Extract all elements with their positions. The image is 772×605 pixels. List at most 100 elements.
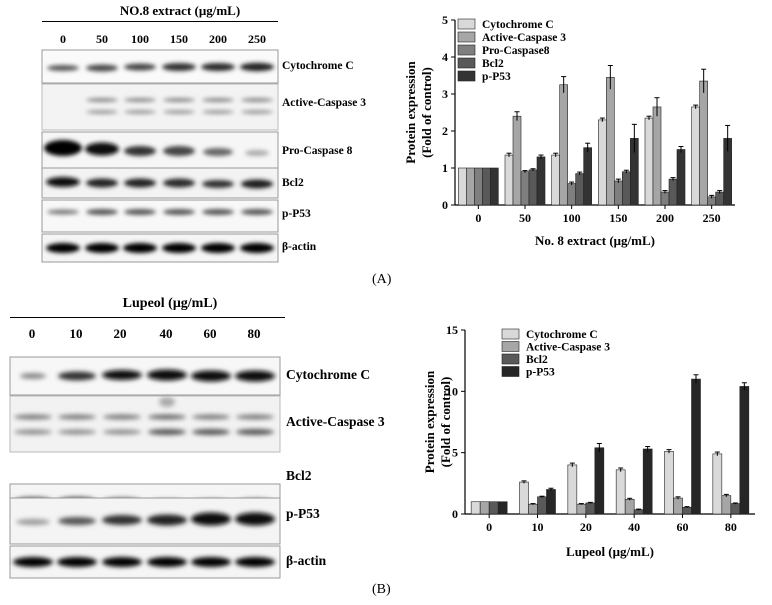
y-tick-label: 5 (442, 13, 448, 27)
legend-swatch (457, 57, 476, 69)
bar (614, 180, 623, 206)
protein-label: p-P53 (282, 208, 311, 220)
bar (575, 173, 584, 206)
lane-label: 50 (96, 32, 108, 46)
x-tick-label: 0 (486, 520, 492, 534)
protein-label: Cytochrome C (282, 60, 354, 72)
bar (479, 501, 490, 515)
bar (520, 171, 530, 206)
x-axis-label: Lupeol (μg/mL) (566, 544, 654, 559)
protein-label: Pro-Caspase 8 (282, 145, 353, 157)
lane-label: 60 (203, 326, 217, 341)
y-tick-label: 0 (442, 198, 448, 212)
legend-swatch (457, 31, 476, 43)
y-axis-label: Protein expression (422, 370, 437, 473)
lane-label: 10 (69, 326, 83, 341)
blot-a-bands (41, 49, 279, 263)
x-tick-label: 100 (563, 211, 581, 225)
legend-swatch (457, 70, 476, 82)
x-tick-label: 200 (656, 211, 674, 225)
x-tick-label: 40 (628, 520, 640, 534)
bar (730, 503, 741, 515)
bar (528, 169, 538, 206)
bar (644, 117, 654, 206)
bar (739, 386, 750, 515)
blot-strip (41, 167, 279, 199)
bar (567, 183, 576, 206)
protein-label: Bcl2 (282, 177, 304, 189)
lane-label: 250 (248, 32, 266, 46)
x-tick-label: 250 (703, 211, 721, 225)
bar (615, 469, 626, 515)
bar (622, 171, 631, 206)
bar (567, 464, 578, 515)
bar (633, 509, 644, 515)
lane-label: 20 (113, 326, 127, 341)
blot-strip (41, 199, 279, 233)
bar (537, 496, 547, 515)
legend-label: Bcl2 (482, 58, 504, 70)
legend-swatch (457, 44, 476, 56)
blot-strip (41, 49, 279, 84)
bar (673, 497, 683, 515)
blot-a-header-line (42, 21, 278, 22)
y-axis-label: (Fold of control) (419, 67, 434, 158)
bar (598, 119, 607, 206)
legend-swatch (501, 366, 520, 377)
protein-label: β-actin (286, 553, 327, 568)
legend-swatch (501, 328, 520, 340)
y-tick-label: 4 (442, 50, 448, 64)
bar (551, 154, 560, 206)
lane-label: 0 (60, 32, 66, 46)
bar (466, 167, 475, 206)
blot-strip (9, 395, 281, 453)
lane-label: 100 (131, 32, 149, 46)
blot-a: NO.8 extract (μg/mL) 0 50 100 150 200 25… (0, 0, 400, 270)
bar (497, 501, 508, 515)
legend-label: Cytochrome C (526, 329, 598, 341)
bar (583, 147, 592, 206)
y-tick-label: 5 (452, 446, 458, 460)
protein-label: Cytochrome C (286, 367, 371, 382)
legend-label: Cytochrome C (482, 19, 554, 31)
lane-label: 40 (159, 326, 173, 341)
bar (624, 498, 635, 515)
bar (470, 501, 481, 515)
bar (664, 451, 674, 515)
bar (594, 447, 605, 515)
bar (559, 84, 568, 206)
x-tick-label: 50 (519, 211, 531, 225)
protein-label: Bcl2 (286, 468, 312, 483)
bar (699, 80, 708, 206)
y-tick-label: 0 (452, 507, 458, 521)
x-tick-label: 80 (725, 520, 737, 534)
bar (576, 503, 587, 515)
bar (676, 149, 686, 206)
bar (519, 481, 529, 515)
y-tick-label: 3 (442, 87, 448, 101)
bar (546, 489, 556, 515)
legend-swatch (501, 353, 520, 365)
x-tick-label: 150 (609, 211, 627, 225)
bar (721, 495, 732, 515)
bar (715, 191, 724, 206)
bar (660, 191, 670, 206)
legend-swatch (457, 18, 476, 30)
bar (652, 106, 662, 206)
bar (642, 448, 653, 515)
x-axis-label: No. 8 extract (μg/mL) (535, 233, 655, 248)
blot-strip (41, 131, 279, 170)
legend-label: Active-Caspase 3 (526, 342, 610, 354)
legend-swatch (501, 341, 520, 352)
x-tick-label: 60 (677, 520, 689, 534)
y-tick-label: 1 (442, 161, 448, 175)
blot-b-header-line (10, 317, 285, 318)
lane-label: 0 (28, 326, 36, 341)
blot-strip (9, 497, 281, 545)
bar (474, 167, 483, 206)
y-tick-label: 10 (446, 384, 458, 398)
y-tick-label: 15 (446, 323, 458, 337)
x-tick-label: 10 (532, 520, 544, 534)
legend-label: Bcl2 (526, 354, 548, 366)
